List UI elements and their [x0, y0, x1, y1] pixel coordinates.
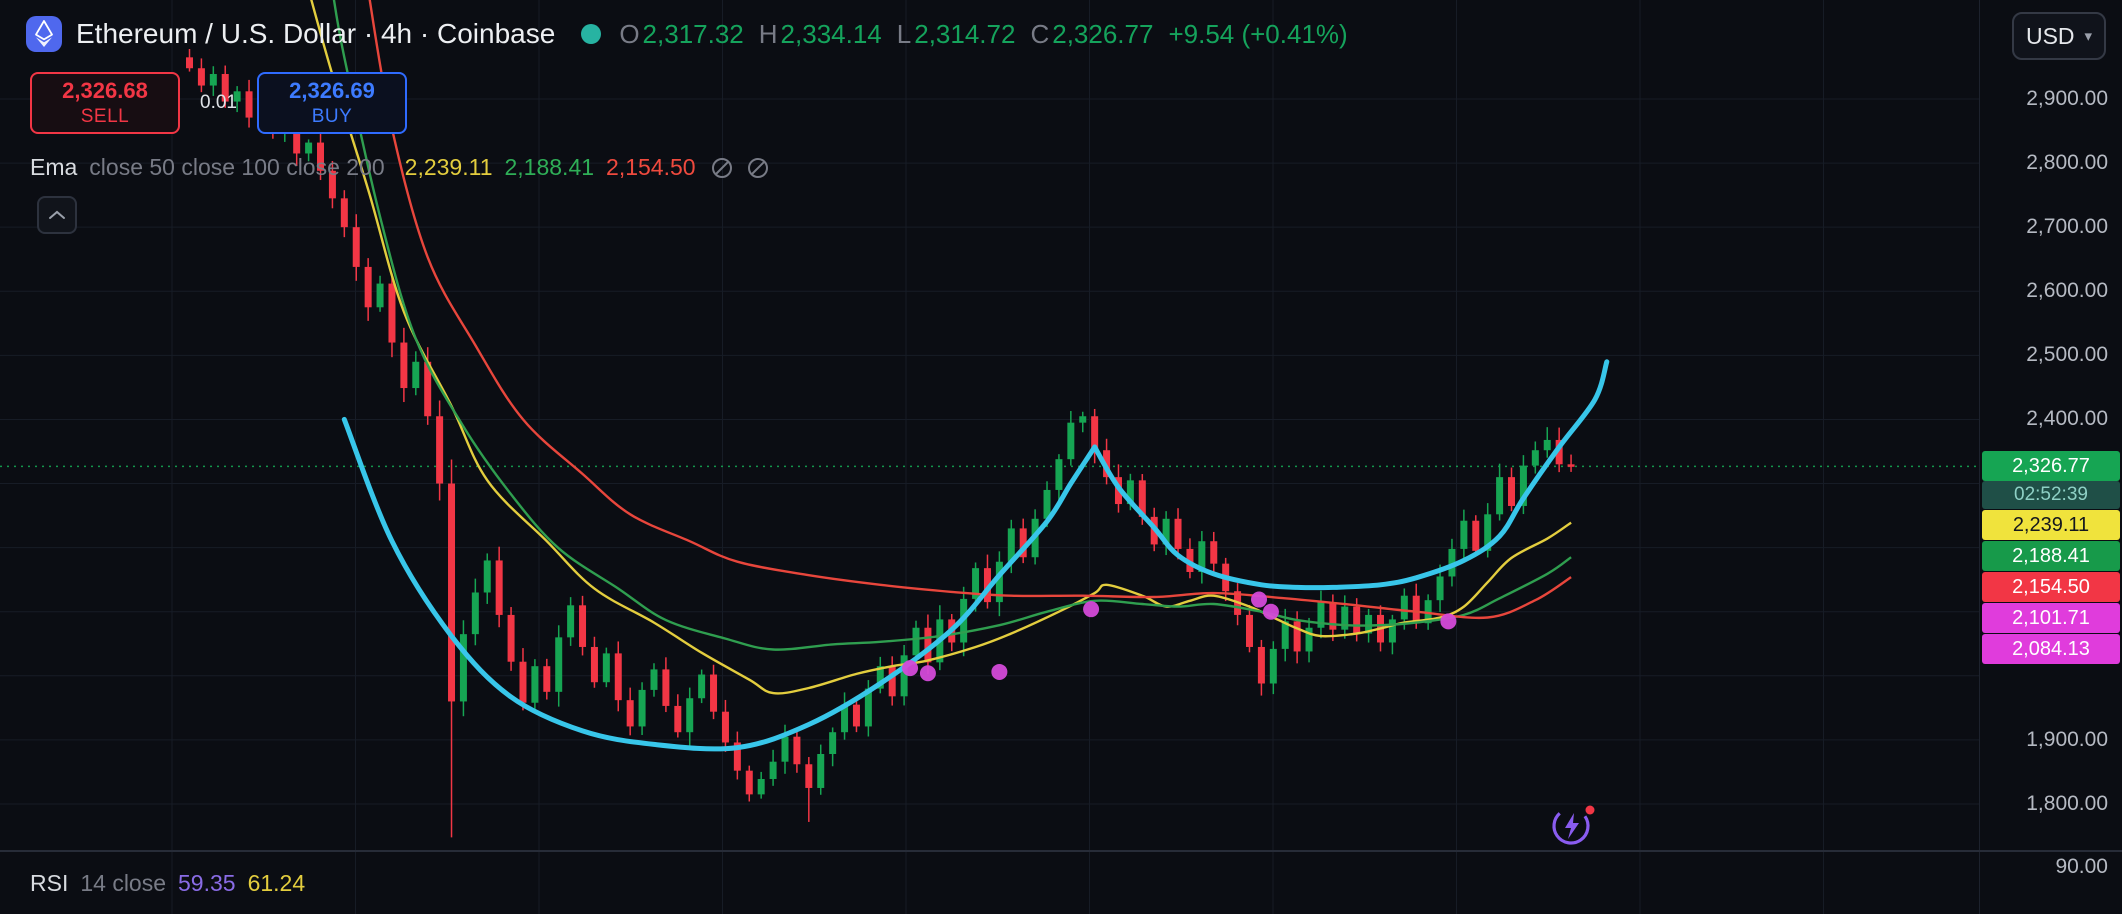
indicator-price-badge: 2,154.50	[1982, 572, 2120, 603]
lightning-swoosh-icon[interactable]	[1545, 796, 1601, 852]
price-axis-label: 1,900.00	[2026, 727, 2108, 751]
indicator-legend-rsi[interactable]: RSI 14 close 59.35 61.24	[30, 870, 305, 897]
legend-collapse-button[interactable]	[37, 196, 77, 234]
currency-selector[interactable]: USD ▾	[2012, 12, 2106, 60]
open-readout: O 2,317.32	[619, 19, 743, 50]
sell-price: 2,326.68	[62, 78, 148, 103]
pane-separator[interactable]	[0, 850, 2122, 852]
change-value: +9.54 (+0.41%)	[1168, 18, 1348, 49]
chevron-up-icon	[49, 210, 65, 219]
rsi-value-2: 61.24	[247, 870, 306, 896]
open-label: O	[619, 18, 640, 49]
ema100-value: 2,188.41	[504, 154, 595, 180]
indicator-price-badge: 2,188.41	[1982, 541, 2120, 572]
price-axis-label: 1,800.00	[2026, 791, 2108, 815]
price-axis-label: 2,600.00	[2026, 279, 2108, 303]
buy-price: 2,326.69	[289, 78, 375, 103]
indicator-legend-ema[interactable]: Ema close 50 close 100 close 200 2,239.1…	[30, 154, 768, 181]
ema200-value: 2,154.50	[606, 154, 696, 180]
ema-name: Ema	[30, 154, 78, 180]
indicator-price-badge: 2,084.13	[1982, 634, 2120, 665]
high-value: 2,334.14	[780, 18, 882, 49]
rsi-axis-label: 90.00	[2055, 855, 2108, 878]
price-axis-label: 2,400.00	[2026, 407, 2108, 431]
eth-logo-icon[interactable]	[26, 16, 62, 52]
rsi-value-1: 59.35	[178, 870, 236, 896]
market-status-icon[interactable]	[581, 24, 602, 44]
close-value: 2,326.77	[1052, 18, 1154, 49]
low-label: L	[896, 18, 912, 49]
currency-value: USD	[2025, 22, 2075, 49]
rsi-name: RSI	[30, 870, 69, 896]
buy-label: BUY	[311, 106, 353, 127]
buy-button[interactable]: 2,326.69 BUY	[257, 72, 407, 134]
price-axis-label: 2,700.00	[2026, 215, 2108, 239]
rsi-params: 14 close	[80, 870, 167, 896]
price-axis-label: 2,500.00	[2026, 343, 2108, 367]
indicator-hidden-icon[interactable]	[711, 157, 732, 178]
symbol-title[interactable]: Ethereum / U.S. Dollar · 4h · Coinbase	[76, 18, 556, 49]
last-price-badge: 2,326.77	[1982, 451, 2120, 482]
high-label: H	[758, 18, 778, 49]
order-panel: 2,326.68 SELL 0.01 2,326.69 BUY	[30, 72, 407, 134]
indicator-price-badge: 2,101.71	[1982, 603, 2120, 634]
price-axis-label: 2,900.00	[2026, 87, 2108, 110]
low-readout: L 2,314.72	[897, 19, 1016, 50]
low-value: 2,314.72	[914, 18, 1016, 49]
close-readout: C 2,326.77	[1030, 19, 1153, 50]
sell-button[interactable]: 2,326.68 SELL	[30, 72, 180, 134]
price-axis-label: 2,800.00	[2026, 151, 2108, 175]
ohlc-readout: O 2,317.32 H 2,334.14 L 2,314.72 C 2,326…	[619, 19, 1347, 50]
price-axis[interactable]: 2,900.00 2,800.00 2,700.00 2,600.00 2,500.00…	[1980, 0, 2122, 914]
indicator-hidden-icon[interactable]	[747, 157, 768, 178]
ema50-value: 2,239.11	[404, 154, 493, 180]
chart-header: Ethereum / U.S. Dollar · 4h · Coinbase O…	[26, 10, 1348, 58]
open-value: 2,317.32	[642, 18, 744, 49]
spread-value: 0.01	[200, 92, 237, 113]
price-axis-separator	[1979, 0, 1980, 914]
indicator-price-badge: 2,239.11	[1982, 510, 2120, 541]
countdown-badge: 02:52:39	[1982, 481, 2120, 510]
high-readout: H 2,334.14	[759, 19, 882, 50]
chevron-down-icon: ▾	[2084, 28, 2093, 45]
close-label: C	[1030, 18, 1050, 49]
ema-params: close 50 close 100 close 200	[89, 154, 385, 180]
sell-label: SELL	[80, 106, 130, 127]
